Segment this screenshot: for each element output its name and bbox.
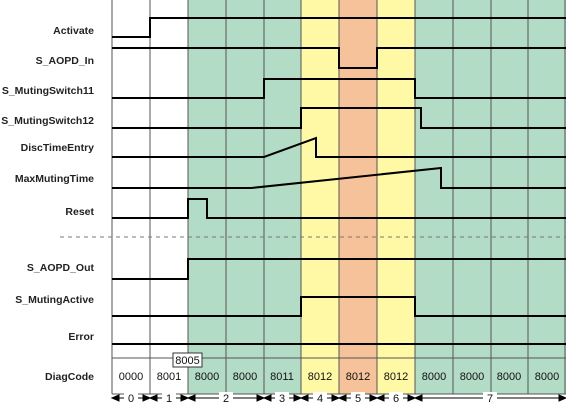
signal-label-error: Error — [68, 331, 94, 343]
orange-band — [339, 0, 377, 394]
diag-code-cell: 8001 — [157, 371, 181, 383]
grid-lines — [111, 0, 566, 395]
diag-code-cell: 8012 — [346, 371, 370, 383]
phase-label: 1 — [166, 393, 172, 405]
signal-label-s-aopd-out: S_AOPD_Out — [27, 262, 95, 274]
phase-arrow-head — [299, 394, 309, 402]
phase-arrow-head — [331, 394, 341, 402]
phase-arrow-head — [558, 394, 566, 402]
diag-code-cell: 8000 — [233, 371, 257, 383]
diag-code-row: 0000 8001 8000 8000 8011 8012 8012 8012 … — [119, 371, 559, 383]
signal-traces — [112, 17, 566, 345]
phase-label: 5 — [355, 393, 361, 405]
phase-label: 6 — [393, 393, 399, 405]
phase-label: 7 — [487, 393, 493, 405]
phase-arrow-head — [369, 394, 379, 402]
trace-reset — [112, 198, 566, 219]
phase-arrow-head — [337, 394, 347, 402]
trace-activate — [112, 17, 566, 38]
signal-label-s-mutingswitch12: S_MutingSwitch12 — [1, 115, 94, 127]
phase-arrow-head — [110, 394, 120, 402]
phase-label-gap — [124, 392, 138, 404]
signal-label-s-aopd-in: S_AOPD_In — [36, 55, 94, 67]
phase-arrow-head — [142, 394, 152, 402]
yellow-band — [301, 0, 339, 394]
trace-disctimeentry — [112, 136, 566, 158]
diag-code-cell: 8000 — [535, 371, 559, 383]
phase-arrow-head — [407, 394, 417, 402]
phase-arrow-head — [293, 394, 303, 402]
transient-code-frame — [172, 352, 203, 368]
diag-code-cell: 8000 — [460, 371, 484, 383]
diag-code-cell: 0000 — [119, 371, 143, 383]
diag-code-cell: 8012 — [384, 371, 408, 383]
phase-arrow-head — [148, 394, 158, 402]
signal-label-reset: Reset — [65, 206, 94, 218]
trace-s-mutingactive — [112, 296, 566, 317]
phase-arrow-head — [186, 394, 196, 402]
signal-label-disctimeentry: DiscTimeEntry — [21, 142, 94, 154]
phase-arrow-head — [262, 394, 272, 402]
signal-label-maxmutingtime: MaxMutingTime — [15, 173, 94, 185]
diag-code-cell: 8000 — [422, 371, 446, 383]
signal-labels: Activate S_AOPD_In S_MutingSwitch11 S_Mu… — [1, 25, 94, 383]
trace-s-aopd-in — [112, 47, 566, 69]
trace-maxmutingtime — [112, 166, 566, 189]
signal-label-s-mutingswitch11: S_MutingSwitch11 — [2, 85, 94, 97]
phase-label: 4 — [317, 393, 323, 405]
signal-label-activate: Activate — [53, 25, 94, 37]
transient-code-label: 8005 — [175, 355, 199, 367]
phase-label-gap — [162, 392, 176, 404]
phase-label-gap — [219, 392, 233, 404]
phase-label-gap — [389, 392, 403, 404]
phase-label: 2 — [223, 393, 229, 405]
trace-s-aopd-out — [112, 258, 566, 280]
diag-code-cell: 8011 — [270, 371, 294, 383]
signal-label-s-mutingactive: S_MutingActive — [15, 294, 94, 306]
signal-label-diagcode: DiagCode — [45, 371, 94, 383]
phase-arrow-head — [180, 394, 190, 402]
phase-label: 3 — [279, 393, 285, 405]
green-band — [188, 0, 301, 394]
diag-code-cell: 8000 — [497, 371, 521, 383]
yellow-band — [377, 0, 415, 394]
phase-arrow-head — [375, 394, 385, 402]
phase-arrow-head — [413, 394, 423, 402]
transient-code-box: 8005 — [172, 352, 203, 368]
phase-arrow-head — [256, 394, 266, 402]
trace-s-mutingswitch11 — [112, 78, 566, 99]
diag-code-cell: 8012 — [308, 371, 332, 383]
phase-label-gap — [313, 392, 327, 404]
phase-label-gap — [275, 392, 289, 404]
phase-labels: 0 1 2 3 4 5 6 7 — [124, 392, 497, 405]
phase-axis — [110, 394, 566, 402]
trace-s-mutingswitch12 — [112, 107, 566, 129]
phase-label: 0 — [128, 393, 134, 405]
diag-code-cell: 8000 — [195, 371, 219, 383]
phase-label-gap — [351, 392, 365, 404]
phase-label-gap — [483, 392, 497, 404]
